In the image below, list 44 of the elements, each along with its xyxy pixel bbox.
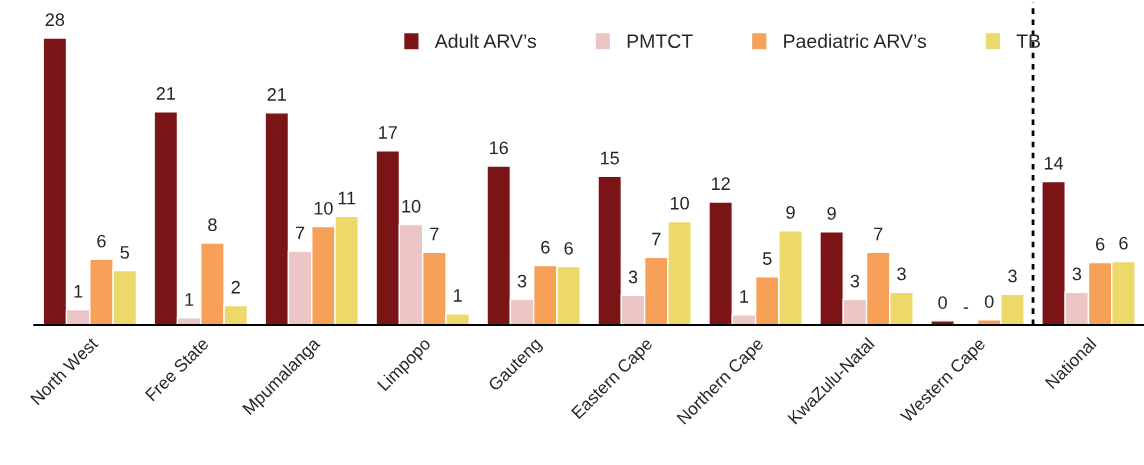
legend-label: TB <box>1016 34 1040 48</box>
legend-label: Adult ARV’s <box>434 33 537 49</box>
data-label: 8 <box>208 218 217 232</box>
data-label: 6 <box>1096 237 1105 251</box>
data-label: 5 <box>762 252 772 265</box>
data-label: 6 <box>541 240 550 254</box>
data-label: 2 <box>231 280 240 294</box>
data-label: 10 <box>670 196 689 210</box>
legend-label: PMTCT <box>627 34 693 49</box>
data-label: 9 <box>786 206 795 219</box>
data-label: 10 <box>314 201 333 215</box>
data-label: 16 <box>490 141 508 155</box>
data-label: 9 <box>827 207 836 220</box>
data-label: 1 <box>740 290 749 303</box>
data-label: 3 <box>850 274 860 288</box>
data-label: 3 <box>628 270 638 284</box>
text: - <box>963 307 969 309</box>
data-label: 28 <box>45 13 65 27</box>
data-label: 6 <box>564 241 573 255</box>
data-label: 7 <box>295 226 305 240</box>
data-label: 21 <box>156 87 175 100</box>
data-label: 1 <box>185 293 194 306</box>
data-label: 14 <box>1044 156 1064 170</box>
data-label: 17 <box>379 126 397 139</box>
data-label: 3 <box>897 267 906 281</box>
data-label: 10 <box>402 199 421 213</box>
data-label: 7 <box>874 227 883 241</box>
data-label: 0 <box>938 296 947 309</box>
data-label: 5 <box>120 246 130 259</box>
data-label: 15 <box>601 151 619 165</box>
data-label: 3 <box>517 274 527 288</box>
data-label: 0 <box>984 295 994 308</box>
data-label: 1 <box>74 285 83 298</box>
data-label: 3 <box>1008 269 1017 283</box>
data-label: 12 <box>711 177 730 190</box>
data-label: 6 <box>97 234 106 248</box>
data-label: 21 <box>267 88 286 101</box>
data-label: 3 <box>1072 267 1082 281</box>
data-label: 7 <box>652 232 661 246</box>
data-label: 7 <box>430 227 439 241</box>
legend-label: Paediatric ARV’s <box>784 33 927 49</box>
data-label: 1 <box>454 289 462 302</box>
data-label: 6 <box>1119 236 1128 250</box>
data-label: 11 <box>338 191 356 205</box>
